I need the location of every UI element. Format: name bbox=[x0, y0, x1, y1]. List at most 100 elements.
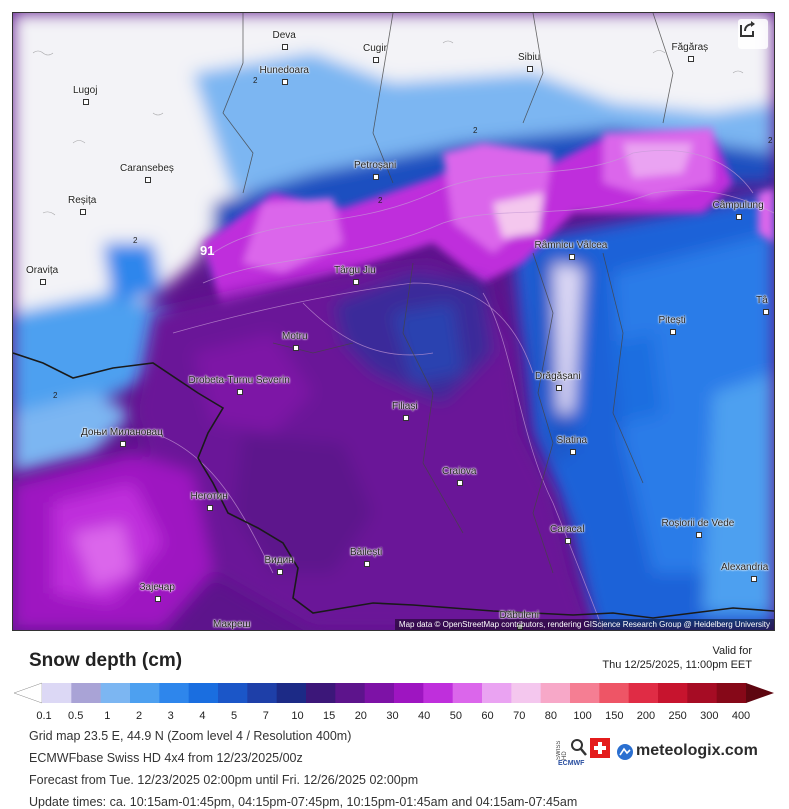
forecast-info: Forecast from Tue. 12/23/2025 02:00pm un… bbox=[29, 773, 419, 787]
city-marker bbox=[207, 505, 213, 511]
city-label: Slatina bbox=[556, 435, 588, 446]
provider-logos[interactable]: SWISS HD ECMWF meteologix.com bbox=[556, 736, 766, 772]
share-icon bbox=[740, 21, 755, 37]
city-marker bbox=[277, 569, 283, 575]
city-marker bbox=[155, 596, 161, 602]
city-label: Băilești bbox=[350, 547, 383, 558]
legend-tick-label: 15 bbox=[323, 710, 336, 722]
legend-swatch bbox=[394, 683, 424, 703]
legend-tick-label: 30 bbox=[386, 710, 399, 722]
legend-tick-label: 0.5 bbox=[68, 710, 84, 722]
legend-tick-label: 70 bbox=[513, 710, 526, 722]
valid-label: Valid for bbox=[712, 645, 752, 657]
city-label: Craiova bbox=[442, 466, 477, 477]
legend-tick-label: 1 bbox=[104, 710, 111, 722]
city-label: Tâ bbox=[756, 295, 768, 306]
legend-swatch bbox=[100, 683, 131, 703]
city-marker bbox=[145, 177, 151, 183]
city-label: Drobeta-Turnu Severin bbox=[188, 375, 290, 386]
ecmwf-label: ECMWF bbox=[558, 760, 585, 767]
city-label: Făgăraș bbox=[671, 42, 709, 53]
city-label: Видин bbox=[264, 555, 294, 566]
legend-swatch bbox=[71, 683, 102, 703]
city-label: Reșița bbox=[68, 195, 97, 206]
legend-tick-label: 20 bbox=[354, 710, 367, 722]
legend-swatch bbox=[746, 683, 774, 703]
city-marker bbox=[751, 576, 757, 582]
legend-tick-label: 40 bbox=[418, 710, 431, 722]
city-label: Deva bbox=[272, 30, 296, 41]
city-marker bbox=[403, 415, 409, 421]
city-label: Petroșani bbox=[354, 160, 397, 171]
legend-swatch bbox=[42, 683, 72, 703]
legend-swatch bbox=[540, 683, 571, 703]
legend-swatch bbox=[716, 683, 747, 703]
legend-swatch bbox=[130, 683, 160, 703]
map-canvas: 2 2 2 2 2 2 91 bbox=[13, 13, 774, 630]
share-button[interactable] bbox=[738, 19, 768, 49]
color-scale-labels: 0.1 0.5 1 2 3 4 5 7 10 15 20 30 40 50 60 70 80 100 150 200 2… bbox=[0, 710, 789, 724]
legend-swatch bbox=[188, 683, 219, 703]
legend-tick-label: 4 bbox=[199, 710, 206, 722]
city-marker bbox=[569, 254, 575, 260]
city-label: Râmnicu Vâlcea bbox=[534, 240, 608, 251]
city-marker bbox=[565, 538, 571, 544]
snow-depth-map[interactable]: 2 2 2 2 2 2 91 Deva Cugir Sibiu Făgăraș Hune… bbox=[12, 12, 775, 631]
city-marker bbox=[237, 389, 243, 395]
legend-swatch bbox=[452, 683, 483, 703]
legend-tick-label: 50 bbox=[449, 710, 462, 722]
svg-text:2: 2 bbox=[378, 196, 383, 205]
svg-text:2: 2 bbox=[53, 391, 58, 400]
legend-tick-label: 0.1 bbox=[36, 710, 52, 722]
swiss-hd-label: SWISS HD bbox=[556, 740, 568, 760]
city-label: Sibiu bbox=[518, 52, 541, 63]
city-marker bbox=[83, 99, 89, 105]
city-label: Доњи Милановац bbox=[81, 427, 163, 438]
legend-title: Snow depth (cm) bbox=[29, 650, 183, 671]
legend-tick-label: 2 bbox=[135, 710, 143, 722]
legend-swatch bbox=[218, 683, 248, 703]
city-label: Roșiorii de Vede bbox=[661, 518, 735, 529]
meteologix-brand: meteologix.com bbox=[636, 742, 758, 759]
legend-swatch bbox=[482, 683, 512, 703]
city-marker bbox=[373, 57, 379, 63]
city-label: Târgu Jiu bbox=[334, 265, 376, 276]
swiss-flag-icon bbox=[590, 738, 610, 758]
legend-swatch bbox=[159, 683, 190, 703]
city-label: Lugoj bbox=[73, 85, 98, 96]
city-label: Drăgășani bbox=[535, 371, 581, 382]
grid-info: Grid map 23.5 E, 44.9 N (Zoom level 4 / … bbox=[29, 729, 352, 743]
city-marker bbox=[282, 44, 288, 50]
legend-swatch bbox=[423, 683, 454, 703]
legend-swatch bbox=[570, 683, 600, 703]
valid-time: Thu 12/25/2025, 11:00pm EET bbox=[602, 659, 752, 671]
svg-text:2: 2 bbox=[768, 136, 773, 145]
city-label: Oravița bbox=[26, 265, 59, 276]
legend-tick-label: 60 bbox=[481, 710, 494, 722]
city-marker bbox=[556, 385, 562, 391]
city-marker bbox=[120, 441, 126, 447]
model-info: ECMWFbase Swiss HD 4x4 from 12/23/2025/0… bbox=[29, 751, 303, 765]
legend-tick-label: 400 bbox=[731, 710, 751, 722]
legend-tick-label: 100 bbox=[573, 710, 592, 722]
city-marker bbox=[688, 56, 694, 62]
legend-tick-label: 200 bbox=[636, 710, 656, 722]
city-marker bbox=[736, 214, 742, 220]
city-label: Pitești bbox=[658, 315, 686, 326]
legend-swatch bbox=[364, 683, 395, 703]
update-info: Update times: ca. 10:15am-01:45pm, 04:15… bbox=[29, 795, 578, 809]
legend-swatch bbox=[276, 683, 307, 703]
search-icon bbox=[571, 739, 587, 756]
meteologix-logo-icon bbox=[617, 744, 633, 760]
city-label: Caransebeș bbox=[120, 163, 174, 174]
legend-swatch bbox=[658, 683, 688, 703]
legend-swatch bbox=[511, 683, 542, 703]
city-label: Зајечар bbox=[139, 582, 175, 593]
legend-tick-label: 300 bbox=[700, 710, 719, 722]
legend-swatch bbox=[687, 683, 718, 703]
legend-tick-label: 150 bbox=[605, 710, 624, 722]
legend-swatch bbox=[247, 683, 278, 703]
city-marker bbox=[696, 532, 702, 538]
city-marker bbox=[373, 174, 379, 180]
city-marker bbox=[570, 449, 576, 455]
